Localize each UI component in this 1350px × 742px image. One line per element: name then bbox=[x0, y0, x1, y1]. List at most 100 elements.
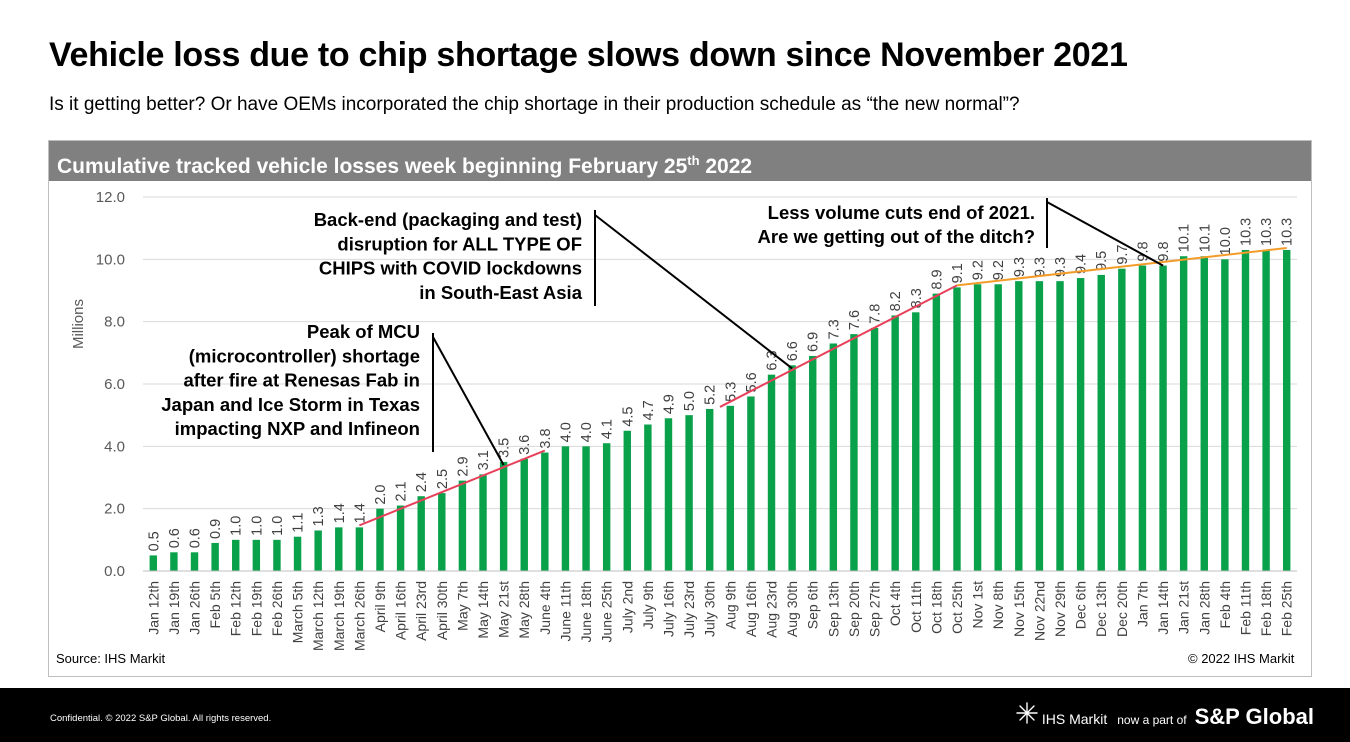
y-axis-label: Millions bbox=[70, 299, 87, 349]
data-label: 2.9 bbox=[455, 456, 471, 476]
bar bbox=[685, 415, 693, 571]
bar bbox=[829, 343, 838, 571]
bar bbox=[664, 418, 673, 571]
footer-now-part: now a part of bbox=[1117, 713, 1187, 727]
y-tick-label: 12.0 bbox=[96, 189, 125, 206]
bar bbox=[644, 424, 652, 571]
bar bbox=[1179, 256, 1188, 571]
data-label: 9.1 bbox=[950, 263, 966, 283]
data-label: 7.3 bbox=[826, 319, 842, 339]
annotation-pointer bbox=[1046, 201, 1164, 267]
category-label: Nov 22nd bbox=[1031, 581, 1047, 641]
category-label: Aug 16th bbox=[743, 581, 759, 637]
bar bbox=[541, 452, 549, 571]
data-label: 1.4 bbox=[352, 503, 368, 523]
category-label: May 28th bbox=[516, 581, 532, 639]
panel-title-sup: th bbox=[687, 153, 700, 168]
annotation-pointer bbox=[432, 336, 505, 466]
panel-title-main: Cumulative tracked vehicle losses week b… bbox=[57, 155, 688, 178]
bar bbox=[582, 446, 590, 571]
category-label: Jan 7th bbox=[1134, 581, 1150, 627]
data-label: 7.8 bbox=[868, 304, 884, 324]
category-label: March 12th bbox=[310, 581, 326, 651]
data-label: 10.0 bbox=[1218, 227, 1234, 255]
bar bbox=[1035, 281, 1044, 571]
category-label: Aug 9th bbox=[722, 581, 738, 629]
data-label: 8.2 bbox=[888, 291, 904, 311]
category-label: Jan 12th bbox=[145, 581, 161, 635]
category-label: April 30th bbox=[434, 581, 450, 640]
category-label: June 4th bbox=[537, 581, 553, 635]
data-label: 0.5 bbox=[146, 531, 162, 551]
trend-line bbox=[359, 449, 546, 527]
bar bbox=[870, 327, 879, 571]
bar bbox=[499, 461, 508, 571]
bar bbox=[376, 508, 384, 571]
y-tick-label: 8.0 bbox=[104, 314, 125, 331]
data-label: 9.7 bbox=[1115, 245, 1131, 265]
bar bbox=[809, 355, 817, 571]
category-label: July 16th bbox=[660, 581, 676, 637]
bar bbox=[273, 539, 281, 571]
data-label: 9.8 bbox=[1156, 241, 1172, 261]
bar bbox=[994, 284, 1002, 571]
category-label: Oct 4th bbox=[887, 581, 903, 626]
page-title: Vehicle loss due to chip shortage slows … bbox=[49, 36, 1128, 74]
data-label: 2.0 bbox=[373, 484, 389, 504]
y-tick-label: 4.0 bbox=[104, 438, 125, 455]
data-label: 2.5 bbox=[435, 469, 451, 489]
bar bbox=[1097, 274, 1105, 571]
data-label: 10.3 bbox=[1238, 218, 1254, 246]
bar bbox=[252, 539, 261, 571]
category-label: Nov 29th bbox=[1052, 581, 1068, 637]
footer-bar: Confidential. © 2022 S&P Global. All rig… bbox=[0, 688, 1350, 742]
category-label: July 2nd bbox=[619, 581, 635, 633]
y-tick-label: 2.0 bbox=[104, 501, 125, 518]
bar bbox=[726, 405, 735, 571]
bar bbox=[788, 365, 796, 571]
source-note: Source: IHS Markit bbox=[56, 651, 166, 666]
bar bbox=[417, 496, 425, 571]
bar bbox=[932, 293, 941, 571]
data-label: 10.3 bbox=[1280, 218, 1296, 246]
trend-line bbox=[956, 246, 1287, 287]
category-label: May 7th bbox=[454, 581, 470, 631]
data-label: 10.1 bbox=[1197, 224, 1213, 252]
category-label: April 23rd bbox=[413, 581, 429, 641]
data-label: 1.0 bbox=[229, 516, 245, 536]
data-label: 5.0 bbox=[682, 391, 698, 411]
data-label: 5.3 bbox=[723, 382, 739, 402]
category-label: Oct 18th bbox=[928, 581, 944, 634]
annotation-text: CHIPS with COVID lockdowns bbox=[319, 258, 582, 279]
data-label: 6.9 bbox=[806, 332, 822, 352]
bar bbox=[458, 480, 467, 571]
bar bbox=[1241, 249, 1250, 571]
data-label: 3.8 bbox=[538, 428, 554, 448]
data-label: 5.6 bbox=[744, 372, 760, 392]
footer-ihs-logo: IHS Markit bbox=[1041, 711, 1108, 727]
category-label: March 19th bbox=[331, 581, 347, 651]
bar bbox=[314, 530, 322, 571]
y-tick-label: 0.0 bbox=[104, 563, 125, 580]
data-label: 0.6 bbox=[167, 528, 183, 548]
bar bbox=[1200, 256, 1208, 571]
category-label: June 11th bbox=[557, 581, 573, 641]
data-label: 2.4 bbox=[414, 472, 430, 492]
bar bbox=[767, 374, 776, 571]
bar bbox=[1221, 259, 1229, 571]
bar bbox=[170, 552, 178, 571]
bar bbox=[1056, 281, 1064, 571]
category-label: July 30th bbox=[702, 581, 718, 637]
category-label: Feb 12th bbox=[228, 581, 244, 636]
data-label: 4.0 bbox=[579, 422, 595, 442]
bar bbox=[705, 408, 714, 571]
data-label: 3.5 bbox=[497, 438, 513, 458]
bar bbox=[1282, 249, 1291, 571]
data-label: 9.2 bbox=[991, 260, 1007, 280]
data-label: 9.3 bbox=[1053, 257, 1069, 277]
bar bbox=[211, 542, 219, 571]
category-label: Aug 23rd bbox=[764, 581, 780, 638]
data-label: 10.1 bbox=[1177, 224, 1193, 252]
data-label: 4.9 bbox=[661, 394, 677, 414]
data-label: 6.6 bbox=[785, 341, 801, 361]
